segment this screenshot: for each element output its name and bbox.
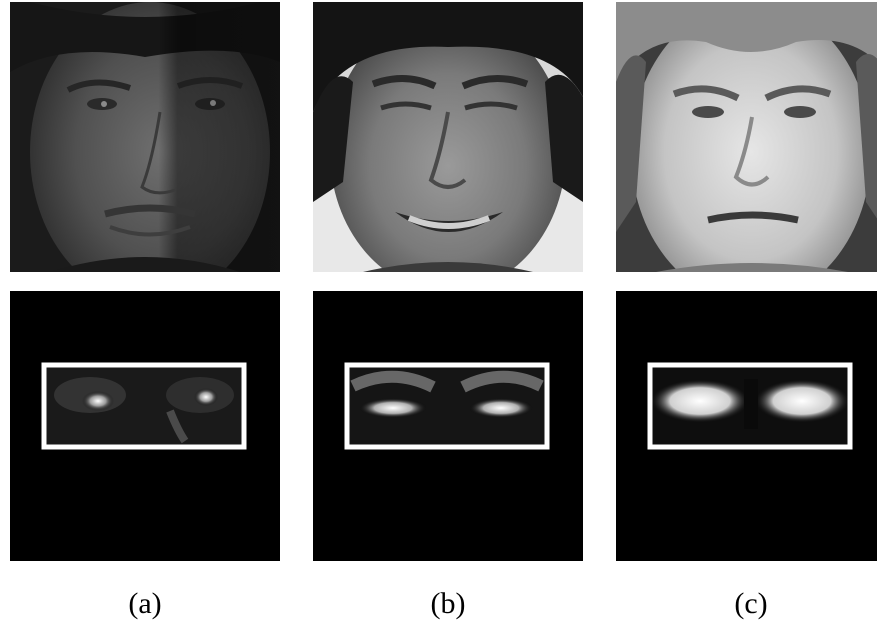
caption-c: (c) [734,587,768,620]
face-photo-b-image [313,2,583,272]
face-photo-b [313,2,583,272]
eye-region-mask-a [10,291,280,561]
eye-region-mask-b-image [313,291,583,561]
eye-box-outline-b [344,362,550,450]
caption-a: (a) [128,587,162,620]
eye-region-mask-b [313,291,583,561]
eye-region-mask-c-image [616,291,877,561]
face-photo-c [616,2,877,272]
caption-b: (b) [430,587,466,620]
face-photo-a [10,2,280,272]
eye-box-outline-a [41,362,247,450]
face-photo-a-image [10,2,280,272]
eye-box-outline-c [647,362,853,450]
eye-region-mask-a-image [10,291,280,561]
eye-region-mask-c [616,291,877,561]
face-photo-c-image [616,2,877,272]
